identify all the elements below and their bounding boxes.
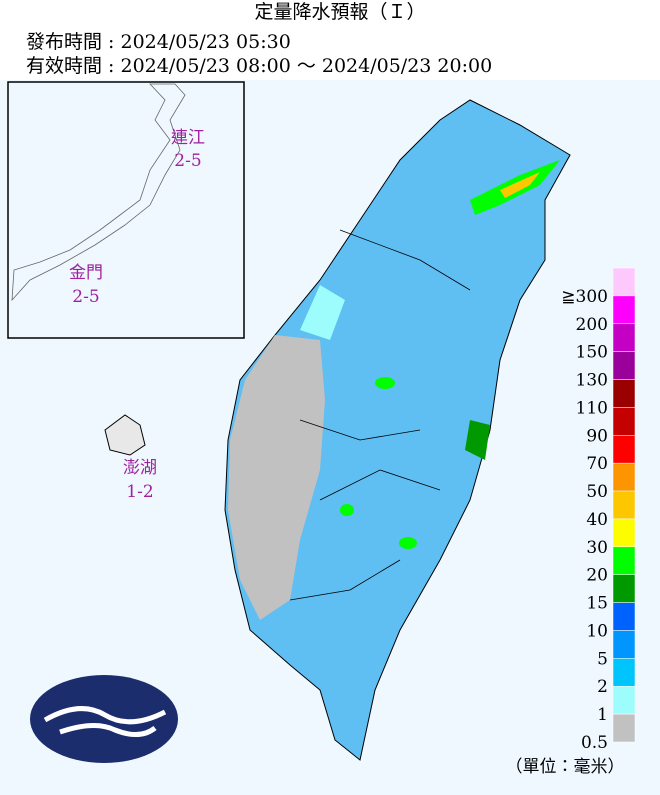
legend-label: 110	[576, 398, 608, 418]
penghu	[104, 414, 146, 456]
legend-swatch	[612, 351, 636, 380]
legend-label: 90	[586, 426, 608, 446]
island-range: 2-5	[72, 287, 99, 307]
legend-label: 130	[576, 371, 608, 391]
light-rain-area	[300, 285, 345, 340]
legend-swatch	[612, 574, 636, 603]
heavy-rain-area	[340, 504, 354, 516]
heavy-rain-core	[500, 172, 540, 198]
island-name: 連江	[171, 128, 205, 148]
dry-area	[228, 335, 325, 620]
legend-label: 200	[576, 315, 608, 335]
legend-label: 50	[586, 482, 608, 502]
legend-label: 1	[597, 705, 608, 725]
issued-time: 發布時間 : 2024/05/23 05:30	[26, 31, 291, 53]
heavy-rain-area	[375, 377, 395, 389]
legend-swatch	[612, 323, 636, 352]
logo-mark	[43, 706, 167, 737]
legend-label: 5	[597, 649, 608, 669]
legend-label: 0.5	[581, 733, 608, 753]
legend-label: 10	[586, 621, 608, 641]
legend-label: 40	[586, 510, 608, 530]
legend-swatch	[612, 518, 636, 548]
legend-label: ≧300	[561, 287, 608, 307]
legend-swatch	[612, 685, 636, 715]
legend-label: 30	[586, 538, 608, 558]
legend-swatch	[612, 658, 636, 687]
coastline	[11, 83, 186, 302]
legend-swatch	[612, 435, 636, 464]
island-range: 1-2	[126, 482, 153, 502]
legend-swatch	[612, 713, 636, 743]
title: 定量降水預報（Ｉ）	[254, 1, 425, 23]
legend-swatch	[612, 267, 636, 297]
valid-time: 有效時間 : 2024/05/23 08:00 ～ 2024/05/23 20:…	[26, 55, 492, 77]
island-range: 2-5	[174, 151, 201, 171]
legend-swatch	[612, 630, 636, 659]
legend-swatch	[612, 295, 636, 325]
legend-label: 2	[597, 677, 608, 697]
legend-swatch	[612, 407, 636, 436]
logo	[30, 675, 178, 763]
unit: （單位：毫米）	[506, 757, 625, 777]
legend: ≧300 200 150 130 110 90 70 50 40 30 20 15 10 5 2 1 0.5	[561, 267, 636, 753]
legend-swatch	[612, 546, 636, 575]
legend-label: 70	[586, 454, 608, 474]
legend-swatch	[612, 379, 636, 408]
legend-swatch	[612, 602, 636, 631]
heavy-rain-area	[465, 420, 490, 460]
island-name: 金門	[69, 263, 103, 283]
legend-swatch	[612, 490, 636, 520]
legend-swatch	[612, 462, 636, 492]
taiwan	[224, 99, 571, 761]
island-name: 澎湖	[123, 458, 157, 478]
legend-label: 15	[586, 594, 608, 614]
county-border	[289, 229, 471, 601]
heavy-rain-area	[399, 537, 417, 549]
legend-label: 150	[576, 343, 608, 363]
legend-label: 20	[586, 566, 608, 586]
